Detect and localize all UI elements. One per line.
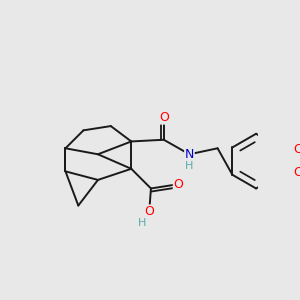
- Text: O: O: [293, 143, 300, 156]
- Text: O: O: [159, 111, 169, 124]
- Text: H: H: [185, 161, 194, 171]
- Text: O: O: [173, 178, 183, 191]
- Text: H: H: [138, 218, 147, 229]
- Text: O: O: [293, 166, 300, 179]
- Text: N: N: [185, 148, 194, 161]
- Text: O: O: [144, 205, 154, 218]
